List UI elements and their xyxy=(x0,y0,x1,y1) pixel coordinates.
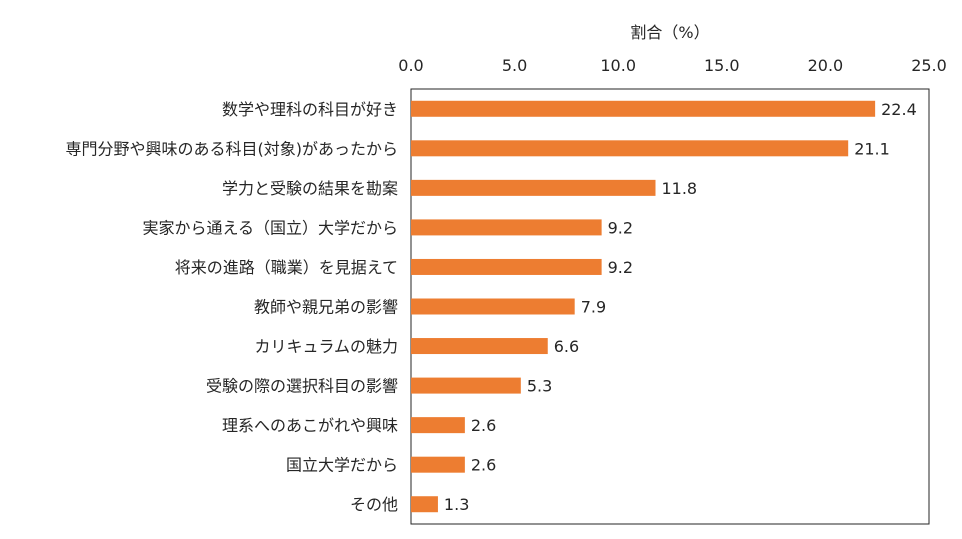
value-label: 1.3 xyxy=(444,495,469,514)
x-tick-label: 20.0 xyxy=(808,56,844,75)
category-labels: 数学や理科の科目が好き専門分野や興味のある科目(対象)があったから学力と受験の結… xyxy=(66,100,399,514)
value-label: 22.4 xyxy=(881,100,917,119)
bar xyxy=(411,456,465,473)
bar xyxy=(411,417,465,434)
value-label: 2.6 xyxy=(471,416,496,435)
value-label: 5.3 xyxy=(527,377,552,396)
bar xyxy=(411,179,656,196)
x-axis-ticks: 0.0 5.0 10.0 15.0 20.0 25.0 xyxy=(398,56,947,75)
bar xyxy=(411,496,438,513)
bar xyxy=(411,219,602,236)
value-label: 21.1 xyxy=(854,139,890,158)
category-label: カリキュラムの魅力 xyxy=(254,337,398,356)
x-tick-label: 25.0 xyxy=(911,56,947,75)
x-tick-label: 10.0 xyxy=(600,56,636,75)
value-label: 11.8 xyxy=(661,179,697,198)
value-label: 9.2 xyxy=(608,218,633,237)
category-label: 専門分野や興味のある科目(対象)があったから xyxy=(66,139,399,158)
category-label: 教師や親兄弟の影響 xyxy=(254,298,398,317)
category-label: 国立大学だから xyxy=(286,456,398,475)
bar xyxy=(411,298,575,315)
category-label: 受験の際の選択科目の影響 xyxy=(206,377,398,396)
category-label: 将来の進路（職業）を見据えて xyxy=(175,258,398,277)
category-label: 実家から通える（国立）大学だから xyxy=(142,218,398,237)
x-axis-title: 割合（%） xyxy=(630,23,709,42)
value-label: 9.2 xyxy=(608,258,633,277)
value-label: 2.6 xyxy=(471,456,496,475)
category-label: その他 xyxy=(350,495,398,514)
x-tick-label: 15.0 xyxy=(704,56,740,75)
bar xyxy=(411,258,602,275)
category-label: 数学や理科の科目が好き xyxy=(222,100,398,119)
bar xyxy=(411,140,849,157)
x-tick-label: 5.0 xyxy=(502,56,527,75)
bars xyxy=(411,100,876,513)
bar xyxy=(411,338,548,355)
value-labels: 22.4 21.1 11.8 9.2 9.2 7.9 6.6 5.3 2.6 2.6 1.3 xyxy=(444,100,917,514)
category-label: 学力と受験の結果を勘案 xyxy=(222,179,398,198)
bar xyxy=(411,100,876,117)
bar xyxy=(411,377,521,394)
category-label: 理系へのあこがれや興味 xyxy=(222,416,398,435)
x-tick-label: 0.0 xyxy=(398,56,423,75)
value-label: 6.6 xyxy=(554,337,579,356)
value-label: 7.9 xyxy=(581,298,606,317)
